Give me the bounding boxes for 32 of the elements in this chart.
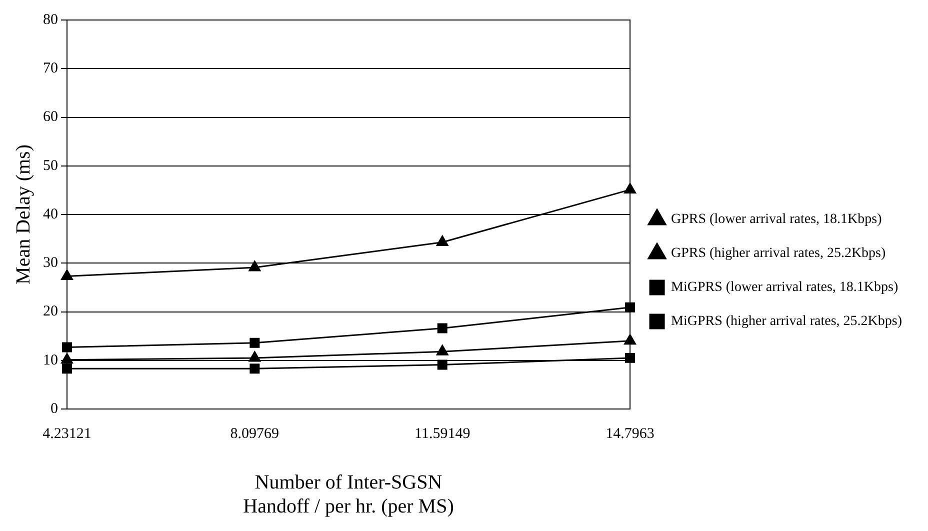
point	[61, 353, 73, 364]
point	[248, 260, 261, 272]
x-axis-title: Number of Inter-SGSN Handoff / per hr. (per MS)	[243, 471, 454, 518]
point	[62, 364, 72, 374]
point	[248, 351, 261, 362]
y-tick-label: 30	[43, 255, 58, 272]
point	[436, 235, 448, 246]
point	[437, 323, 448, 334]
point	[250, 364, 260, 374]
y-axis-title: Mean Delay (ms)	[12, 144, 34, 284]
y-tick-label: 0	[50, 400, 58, 417]
legend-label: MiGPRS (higher arrival rates, 25.2Kbps)	[671, 314, 902, 330]
y-tick-label: 40	[43, 206, 58, 222]
x-tick-label: 4.23121	[42, 426, 92, 442]
y-tick-label: 20	[43, 304, 58, 320]
y-tick-label: 70	[43, 60, 58, 77]
point	[437, 360, 448, 370]
point	[436, 344, 448, 356]
legend-label: MiGPRS (lower arrival rates, 18.1Kbps)	[671, 280, 898, 296]
point	[625, 302, 636, 312]
point	[624, 182, 636, 194]
point	[250, 338, 260, 348]
legend-label: GPRS (lower arrival rates, 18.1Kbps)	[671, 212, 882, 228]
y-tick-label: 80	[43, 12, 58, 28]
y-tick-label: 60	[43, 109, 58, 126]
y-tick-label: 10	[43, 352, 58, 368]
x-tick-label: 11.59149	[414, 426, 470, 442]
x-tick-label: 14.7963	[606, 426, 654, 442]
x-tick-label: 8.09769	[230, 426, 280, 442]
y-tick-label: 50	[43, 158, 58, 174]
legend-label: GPRS (higher arrival rates, 25.2Kbps)	[671, 246, 886, 262]
point	[625, 352, 636, 363]
